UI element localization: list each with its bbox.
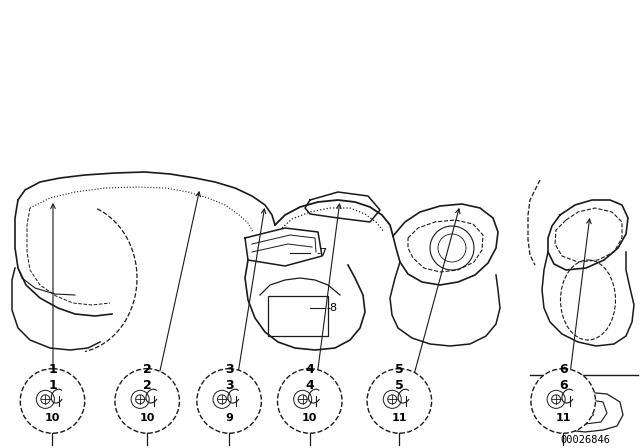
Text: 4: 4 — [305, 363, 314, 376]
Text: 5: 5 — [395, 379, 404, 392]
Text: 1: 1 — [48, 363, 57, 376]
Circle shape — [115, 369, 179, 433]
Circle shape — [20, 369, 84, 433]
Circle shape — [367, 369, 431, 433]
Text: 10: 10 — [45, 413, 60, 423]
Text: 2: 2 — [143, 379, 152, 392]
Text: 6: 6 — [559, 379, 568, 392]
Text: 10: 10 — [140, 413, 155, 423]
Circle shape — [531, 369, 595, 433]
Text: 3: 3 — [225, 379, 234, 392]
Text: 6: 6 — [559, 363, 568, 376]
Text: -8: -8 — [326, 303, 337, 313]
Text: 10: 10 — [302, 413, 317, 423]
Text: 5: 5 — [395, 363, 404, 376]
Text: -7: -7 — [316, 248, 327, 258]
Bar — [268, 296, 328, 336]
Text: 3: 3 — [225, 363, 234, 376]
Text: 00026846: 00026846 — [560, 435, 610, 445]
Circle shape — [197, 369, 261, 433]
Text: 9: 9 — [225, 413, 233, 423]
Text: 11: 11 — [556, 413, 571, 423]
Text: 11: 11 — [392, 413, 407, 423]
Circle shape — [278, 369, 342, 433]
Text: 4: 4 — [305, 379, 314, 392]
Text: 1: 1 — [48, 379, 57, 392]
Text: 2: 2 — [143, 363, 152, 376]
